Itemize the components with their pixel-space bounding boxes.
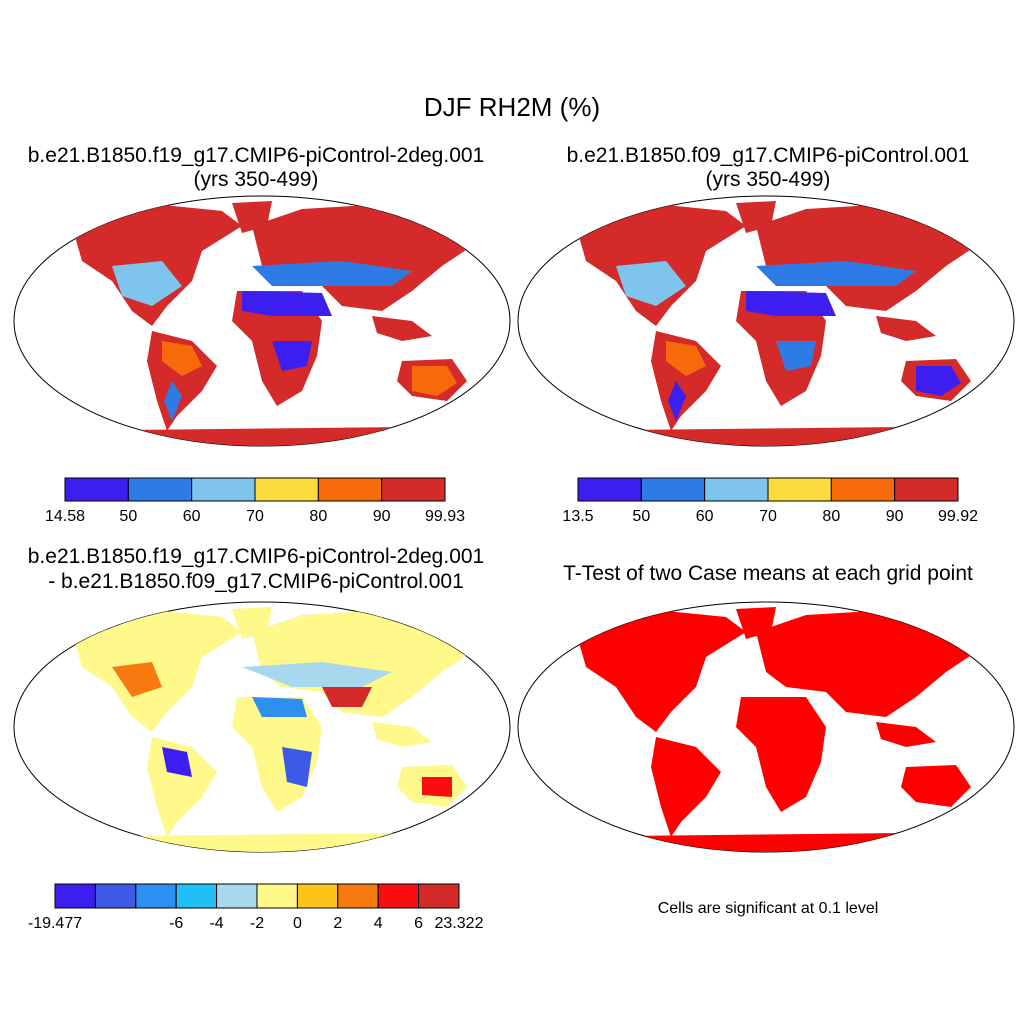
colorbar-swatch — [894, 477, 959, 502]
colorbar-tick-label: 90 — [886, 508, 904, 525]
colorbar-swatch — [256, 883, 298, 909]
colorbar-swatch — [377, 883, 420, 909]
panel3-subtitle: - b.e21.B1850.f09_g17.CMIP6-piControl.00… — [48, 570, 464, 593]
colorbar-swatch — [577, 477, 642, 502]
colorbar-swatch — [767, 477, 832, 502]
colorbar-tick-label: 90 — [373, 508, 391, 525]
colorbar-tick-label: 60 — [183, 508, 201, 525]
colorbar-swatch — [640, 477, 706, 502]
colorbar-tick-label: 70 — [246, 508, 264, 525]
colorbar-tick-label: -6 — [169, 915, 183, 932]
colorbar-tick-label: 2 — [333, 915, 342, 932]
colorbar-tick-label: -19.477 — [28, 915, 82, 932]
panel4-title: T-Test of two Case means at each grid po… — [563, 562, 973, 585]
colorbar-swatch — [830, 477, 896, 502]
colorbar-tick-label: 60 — [696, 508, 714, 525]
colorbar-swatch — [254, 477, 319, 502]
map-panel-4 — [517, 601, 1015, 853]
colorbar-tick-label: 50 — [119, 508, 137, 525]
map-field-1 — [22, 201, 502, 446]
colorbar-3: -19.477 -6 -4 -2 0 2 4 6 23.322 — [28, 883, 484, 932]
colorbar-swatch — [216, 883, 258, 909]
significance-note: Cells are significant at 0.1 level — [657, 900, 879, 917]
colorbar-swatch — [135, 883, 177, 909]
colorbar-swatch — [317, 477, 383, 502]
panel3-title: b.e21.B1850.f19_g17.CMIP6-piControl-2deg… — [27, 545, 485, 568]
colorbar-swatch — [296, 883, 339, 909]
map-panel-1 — [13, 195, 511, 447]
map-field-2 — [526, 201, 1006, 446]
panel1-title: b.e21.B1850.f19_g17.CMIP6-piControl-2deg… — [27, 144, 485, 167]
colorbar-tick-label: 6 — [414, 915, 423, 932]
colorbar-swatch — [418, 883, 460, 909]
colorbar-swatch — [175, 883, 218, 909]
colorbar-tick-label: 99.92 — [938, 508, 978, 525]
colorbar-swatch — [94, 883, 137, 909]
colorbar-tick-label: 99.93 — [425, 508, 465, 525]
panel2-subtitle: (yrs 350-499) — [705, 168, 831, 191]
colorbar-tick-label: 4 — [374, 915, 383, 932]
colorbar-tick-label: 13.5 — [562, 508, 593, 525]
colorbar-tick-label: 80 — [822, 508, 840, 525]
figure-title: DJF RH2M (%) — [423, 92, 601, 122]
colorbar-tick-label: 23.322 — [435, 915, 484, 932]
colorbar-tick-label: 0 — [293, 915, 302, 932]
colorbar-tick-label: 50 — [632, 508, 650, 525]
panel2-title: b.e21.B1850.f09_g17.CMIP6-piControl.001 — [566, 144, 970, 167]
colorbar-swatch — [127, 477, 193, 502]
colorbar-1: 14.58 50 60 70 80 90 99.93 — [45, 477, 465, 525]
colorbar-swatch — [381, 477, 446, 502]
map-panel-3 — [13, 601, 511, 853]
panel1-subtitle: (yrs 350-499) — [193, 168, 319, 191]
colorbar-tick-label: 80 — [309, 508, 327, 525]
colorbar-tick-label: -4 — [209, 915, 223, 932]
colorbar-swatch — [54, 883, 96, 909]
colorbar-swatch — [191, 477, 256, 502]
colorbar-tick-label: 70 — [759, 508, 777, 525]
colorbar-swatch — [337, 883, 379, 909]
colorbar-2: 13.5 50 60 70 80 90 99.92 — [562, 477, 978, 525]
map-panel-2 — [517, 195, 1015, 447]
map-field-3 — [22, 607, 502, 852]
colorbar-swatch — [64, 477, 129, 502]
colorbar-swatch — [704, 477, 769, 502]
colorbar-tick-label: -2 — [250, 915, 264, 932]
colorbar-tick-label: 14.58 — [45, 508, 85, 525]
